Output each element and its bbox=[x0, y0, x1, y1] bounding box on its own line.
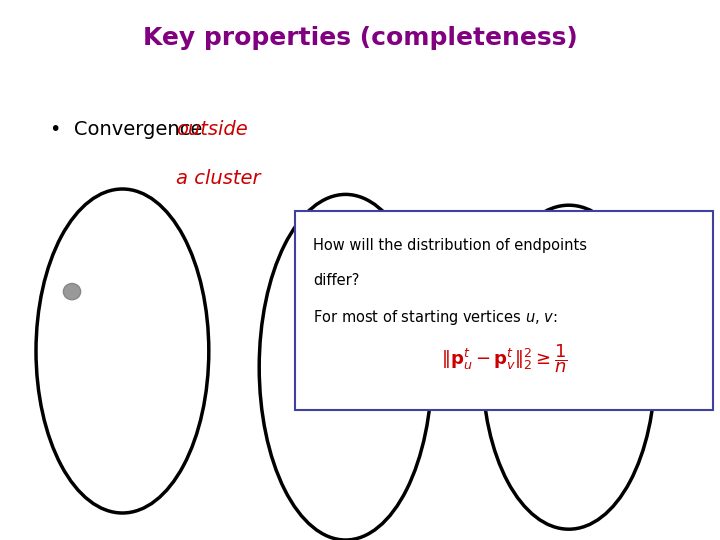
Text: outside: outside bbox=[176, 120, 248, 139]
Text: For most of starting vertices $u$, $v$:: For most of starting vertices $u$, $v$: bbox=[313, 308, 558, 327]
Text: a cluster: a cluster bbox=[176, 168, 261, 188]
Text: How will the distribution of endpoints: How will the distribution of endpoints bbox=[313, 238, 588, 253]
Text: Key properties (completeness): Key properties (completeness) bbox=[143, 26, 577, 50]
FancyBboxPatch shape bbox=[295, 211, 713, 410]
Ellipse shape bbox=[323, 381, 340, 397]
Text: $\|\mathbf{p}_u^t - \mathbf{p}_v^t\|_2^2 \geq \dfrac{1}{n}$: $\|\mathbf{p}_u^t - \mathbf{p}_v^t\|_2^2… bbox=[441, 343, 567, 375]
Ellipse shape bbox=[63, 284, 81, 300]
Text: •  Convergence: • Convergence bbox=[50, 120, 209, 139]
Text: differ?: differ? bbox=[313, 273, 359, 288]
